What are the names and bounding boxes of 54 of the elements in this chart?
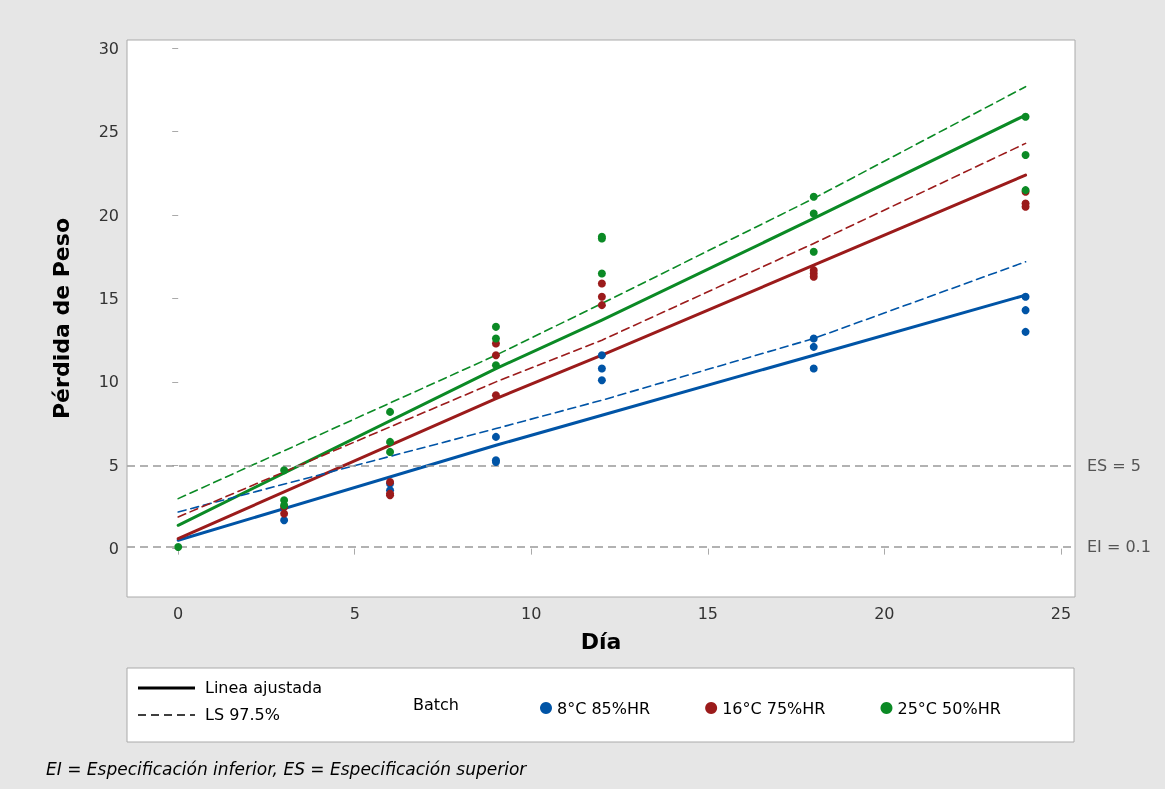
point (491, 391, 500, 400)
point (597, 351, 606, 360)
point (597, 279, 606, 288)
point (386, 447, 395, 456)
legend-label: 16°C 75%HR (722, 698, 826, 718)
line-series (177, 261, 1027, 513)
x-tick-label: 25 (1050, 603, 1072, 623)
text: EI = Especificación inferior, ES = Especificación superior (46, 758, 528, 779)
point (597, 292, 606, 301)
point (280, 466, 289, 475)
x-tick-label: 5 (349, 603, 360, 623)
point (809, 334, 818, 343)
point (1021, 151, 1030, 160)
y-tick-label: 15 (98, 288, 119, 308)
x-tick-label: 0 (173, 603, 184, 623)
point (597, 301, 606, 310)
point (1021, 306, 1030, 315)
y-tick-label: 10 (98, 372, 119, 392)
point (386, 437, 395, 446)
point (809, 247, 818, 256)
point (597, 269, 606, 278)
legend-label: 8°C 85%HR (557, 698, 651, 718)
text: Linea ajustada (205, 677, 322, 697)
point (491, 334, 500, 343)
point (491, 351, 500, 360)
point (386, 407, 395, 416)
x-tick-label: 15 (697, 603, 718, 623)
point (491, 432, 500, 441)
y-tick-label: 30 (98, 38, 119, 58)
point (1021, 112, 1030, 121)
ref-line-label: ES = 5 (1087, 455, 1142, 475)
x-tick-label: 10 (521, 603, 542, 623)
point (809, 209, 818, 218)
point (491, 361, 500, 370)
legend-title: Batch (413, 694, 459, 714)
point (1021, 292, 1030, 301)
point (809, 192, 818, 201)
point (809, 364, 818, 373)
text: LS 97.5% (205, 704, 280, 724)
legend-label: 25°C 50%HR (897, 698, 1001, 718)
point (1021, 327, 1030, 336)
point (597, 376, 606, 385)
y-tick-label: 0 (108, 539, 119, 559)
y-axis-title: Pérdida de Peso (48, 217, 74, 420)
y-tick-label: 20 (98, 205, 119, 225)
ref-line-label: EI = 0.1 (1087, 537, 1151, 557)
point (597, 364, 606, 373)
point (280, 509, 289, 518)
y-tick-label: 5 (108, 455, 119, 475)
x-axis-title: Día (580, 628, 622, 654)
y-tick-label: 25 (98, 122, 119, 142)
point (491, 322, 500, 331)
x-tick-label: 20 (874, 603, 895, 623)
point (809, 342, 818, 351)
